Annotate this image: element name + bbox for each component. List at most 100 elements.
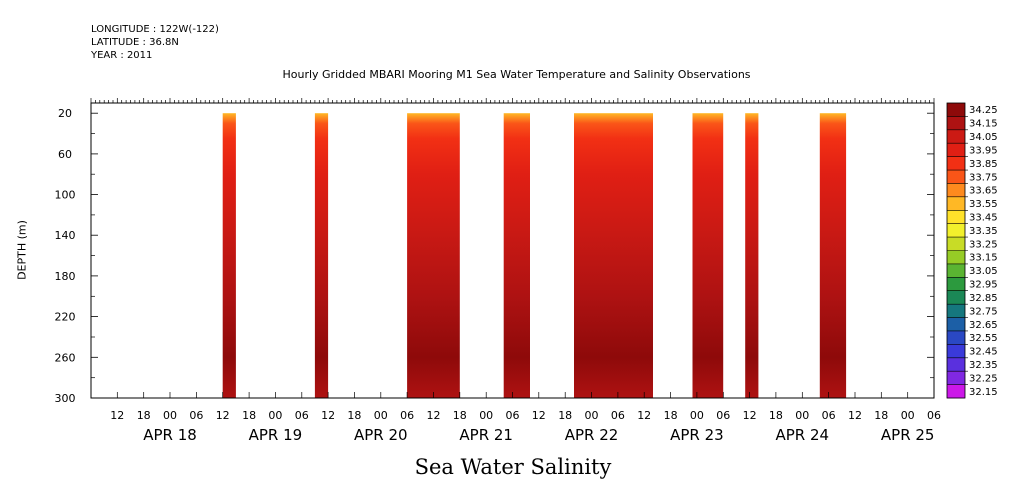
data-segment — [222, 113, 236, 398]
colorbar-swatch — [947, 317, 965, 332]
x-axis-label: Sea Water Salinity — [414, 455, 612, 479]
colorbar-swatch — [947, 143, 965, 158]
colorbar-swatch — [947, 237, 965, 251]
x-tick-label: 18 — [347, 409, 361, 422]
x-tick-label: 18 — [769, 409, 783, 422]
x-tick-label: 00 — [690, 409, 704, 422]
x-date-label: APR 24 — [776, 426, 830, 444]
chart-title: Hourly Gridded MBARI Mooring M1 Sea Wate… — [282, 68, 751, 81]
colorbar: 34.25 34.15 34.05 33.95 33.85 33.75 33.65 33.55… — [946, 102, 998, 399]
colorbar-label: 33.05 — [969, 266, 998, 277]
longitude-label: LONGITUDE : 122W(-122) — [91, 24, 219, 35]
colorbar-swatch — [947, 263, 965, 278]
x-tick-label: 06 — [716, 409, 730, 422]
x-tick-label: 00 — [479, 409, 493, 422]
latitude-label: LATITUDE : 36.8N — [91, 37, 179, 48]
colorbar-label: 32.25 — [969, 373, 998, 384]
y-tick-label: 180 — [55, 270, 76, 283]
colorbar-swatch — [947, 103, 965, 117]
x-tick-label: 00 — [795, 409, 809, 422]
colorbar-label: 32.15 — [969, 387, 998, 398]
data-segment — [503, 113, 530, 398]
colorbar-swatch — [947, 250, 965, 265]
colorbar-swatch — [947, 183, 965, 198]
colorbar-swatch — [947, 116, 965, 131]
colorbar-swatch — [947, 277, 965, 292]
x-tick-label: 12 — [110, 409, 124, 422]
colorbar-label: 33.55 — [969, 199, 998, 210]
x-tick-label: 12 — [216, 409, 230, 422]
x-tick-label: 00 — [901, 409, 915, 422]
x-date-label: APR 20 — [354, 426, 408, 444]
colorbar-label: 32.35 — [969, 360, 998, 371]
x-tick-label: 06 — [506, 409, 520, 422]
colorbar-swatch — [947, 196, 965, 211]
x-date-label: APR 18 — [143, 426, 197, 444]
colorbar-label: 33.85 — [969, 159, 998, 170]
x-date-label: APR 22 — [565, 426, 619, 444]
x-tick-label: 00 — [163, 409, 177, 422]
colorbar-label: 34.25 — [969, 105, 998, 116]
x-tick-label: 06 — [189, 409, 203, 422]
colorbar-label: 33.65 — [969, 186, 998, 197]
x-tick-label: 12 — [532, 409, 546, 422]
x-tick-label: 12 — [321, 409, 335, 422]
x-tick-label: 06 — [611, 409, 625, 422]
colorbar-swatch — [947, 384, 965, 399]
colorbar-swatch — [947, 290, 965, 305]
colorbar-label: 33.45 — [969, 213, 998, 224]
x-tick-label: 12 — [743, 409, 757, 422]
x-tick-label: 00 — [268, 409, 282, 422]
data-segment — [692, 113, 724, 398]
x-tick-label: 06 — [400, 409, 414, 422]
data-segment — [314, 113, 329, 398]
y-tick-label: 100 — [55, 189, 76, 202]
colorbar-swatch — [947, 223, 965, 238]
x-date-label: APR 23 — [670, 426, 724, 444]
colorbar-swatch — [947, 156, 965, 171]
data-segment — [574, 113, 653, 398]
x-date-label: APR 21 — [459, 426, 513, 444]
y-tick-label: 20 — [58, 107, 72, 120]
x-tick-label: 00 — [585, 409, 599, 422]
colorbar-swatch — [947, 330, 965, 345]
x-date-label: APR 25 — [881, 426, 935, 444]
colorbar-label: 33.35 — [969, 226, 998, 237]
colorbar-label: 33.75 — [969, 172, 998, 183]
x-tick-label: 06 — [822, 409, 836, 422]
colorbar-label: 34.05 — [969, 132, 998, 143]
x-tick-label: 12 — [637, 409, 651, 422]
colorbar-swatch — [947, 170, 965, 184]
x-tick-label: 12 — [427, 409, 441, 422]
y-tick-label: 300 — [55, 392, 76, 405]
colorbar-swatch — [947, 371, 965, 385]
colorbar-swatch — [947, 210, 965, 225]
x-tick-label: 18 — [242, 409, 256, 422]
y-tick-label: 140 — [55, 229, 76, 242]
x-tick-label: 06 — [927, 409, 941, 422]
x-tick-label: 06 — [295, 409, 309, 422]
x-tick-label: 18 — [137, 409, 151, 422]
colorbar-label: 32.95 — [969, 280, 998, 291]
y-tick-label: 220 — [55, 311, 76, 324]
year-label: YEAR : 2011 — [91, 50, 153, 61]
colorbar-label: 33.25 — [969, 239, 998, 250]
colorbar-label: 32.85 — [969, 293, 998, 304]
axes: 12 18 00 06 12 18 00 06 12 18 00 06 12 18 00 06 12 18 00 06… — [55, 98, 941, 444]
colorbar-label: 33.95 — [969, 145, 998, 156]
colorbar-label: 32.65 — [969, 320, 998, 331]
colorbar-swatch — [947, 304, 965, 318]
data-segment — [745, 113, 759, 398]
x-tick-label: 18 — [453, 409, 467, 422]
data-segment — [407, 113, 460, 398]
colorbar-label: 32.75 — [969, 306, 998, 317]
y-tick-label: 60 — [58, 148, 72, 161]
x-date-label: APR 19 — [249, 426, 303, 444]
x-tick-label: 18 — [874, 409, 888, 422]
colorbar-swatch — [947, 129, 965, 144]
x-tick-label: 12 — [848, 409, 862, 422]
x-tick-label: 18 — [664, 409, 678, 422]
colorbar-label: 34.15 — [969, 119, 998, 130]
